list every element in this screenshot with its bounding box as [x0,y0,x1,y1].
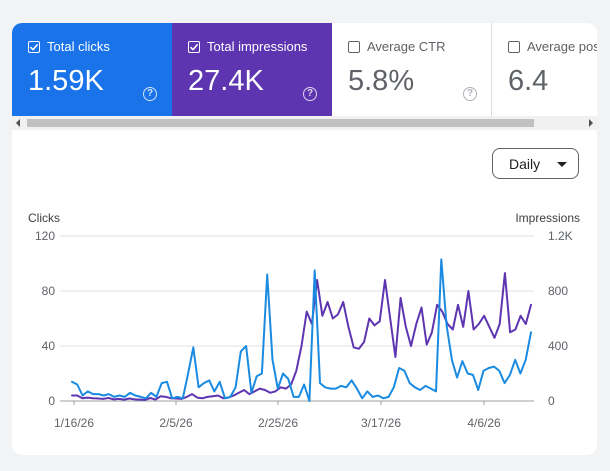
series-line-clicks[interactable] [71,258,532,402]
caret-down-icon [557,162,567,167]
card-value: 5.8% [348,65,415,97]
x-axis-tick-label: 1/16/26 [54,416,94,430]
right-axis-tick-label: 800 [548,284,568,298]
scroll-left-icon[interactable] [16,119,20,127]
right-axis-tick-label: 0 [548,394,555,408]
checkmark-icon [29,43,39,51]
performance-panel: Total clicks 1.59K ? Total impressions 2… [12,23,597,455]
left-axis-tick-label: 0 [48,394,55,408]
card-total-impressions[interactable]: Total impressions 27.4K ? [172,23,332,116]
checkbox-average-position[interactable] [508,41,520,53]
x-axis-tick-label: 2/5/26 [159,416,193,430]
card-value: 1.59K [28,65,104,97]
card-value: 27.4K [188,65,264,97]
checkbox-total-impressions[interactable] [188,41,200,53]
checkbox-average-ctr[interactable] [348,41,360,53]
checkbox-total-clicks[interactable] [28,41,40,53]
x-axis-tick-label: 4/6/26 [467,416,501,430]
card-label: Average position [527,39,597,54]
left-axis-tick-label: 80 [42,284,56,298]
x-axis-tick-label: 2/25/26 [258,416,298,430]
card-label: Total clicks [47,39,110,54]
left-axis-title: Clicks [28,211,60,225]
right-axis-tick-label: 400 [548,339,568,353]
scroll-thumb[interactable] [27,119,534,127]
right-axis-tick-label: 1.2K [548,229,573,243]
help-icon[interactable]: ? [143,87,157,101]
series-line-impressions[interactable] [71,272,532,401]
card-label: Total impressions [207,39,308,54]
card-value: 6.4 [508,65,549,97]
left-axis-tick-label: 120 [35,229,55,243]
help-icon[interactable]: ? [463,87,477,101]
x-axis-tick-label: 3/17/26 [361,416,401,430]
card-total-clicks[interactable]: Total clicks 1.59K ? [12,23,172,116]
cards-scrollbar[interactable] [12,116,597,130]
scroll-right-icon[interactable] [589,119,593,127]
granularity-value: Daily [509,156,541,172]
help-icon[interactable]: ? [303,87,317,101]
card-label: Average CTR [367,39,446,54]
right-axis-title: Impressions [515,211,580,225]
card-average-ctr[interactable]: Average CTR 5.8% ? [332,23,492,116]
left-axis-tick-label: 40 [42,339,56,353]
performance-chart: Clicks Impressions 0 40 80 120 0 400 800 1.2K 1/… [28,211,580,430]
metric-cards: Total clicks 1.59K ? Total impressions 2… [12,23,597,116]
granularity-select[interactable]: Daily [492,148,579,179]
card-average-position[interactable]: Average position 6.4 [492,23,597,116]
checkmark-icon [189,43,199,51]
